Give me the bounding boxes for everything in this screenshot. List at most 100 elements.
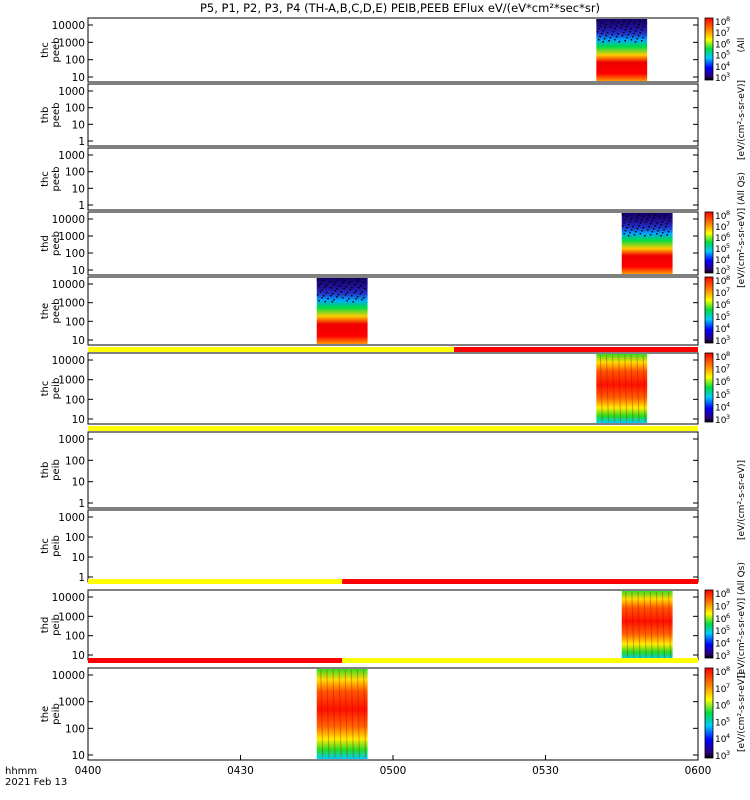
y-tick-label: 100 xyxy=(65,103,85,115)
y-tick-label: 100 xyxy=(65,55,85,67)
spectrogram-speckle xyxy=(614,28,616,30)
spectrogram-speckle xyxy=(341,282,344,284)
spectrogram-speckle xyxy=(651,220,653,222)
colorbar-tick-label: 10 xyxy=(715,52,727,62)
spectrogram-speckle xyxy=(658,216,661,218)
spectrogram-speckle xyxy=(325,284,328,286)
colorbar-tick-exponent: 6 xyxy=(726,298,730,306)
spectrogram-speckle xyxy=(638,225,640,227)
colorbar-tick-exponent: 5 xyxy=(726,624,730,632)
spectrogram-speckle xyxy=(626,216,628,218)
spectrogram-speckle xyxy=(664,215,667,217)
spectrogram-speckle xyxy=(362,282,365,284)
spectrogram-speckle xyxy=(361,291,363,293)
colorbar-tick-label: 10 xyxy=(715,212,727,222)
spectrogram-speckle xyxy=(624,40,626,42)
colorbar-tick-exponent: 7 xyxy=(726,26,730,34)
colorbar-tick-label: 10 xyxy=(715,668,727,678)
colorbar-tick-label: 10 xyxy=(715,267,727,277)
colorbar-tick-exponent: 8 xyxy=(726,209,730,217)
spectrogram-speckle xyxy=(331,293,334,295)
spectrogram-speckle xyxy=(633,234,636,236)
y-tick-label: 10 xyxy=(72,335,85,347)
spectrogram-streak xyxy=(625,591,629,659)
y-tick-label: 10 xyxy=(72,183,85,195)
spectrogram-speckle xyxy=(666,234,668,236)
panel-frame xyxy=(87,211,699,276)
spectrogram-streak xyxy=(624,354,628,423)
spectrogram-speckle xyxy=(353,292,356,294)
spectrogram-speckle xyxy=(656,233,658,235)
panel-thc-peib: 1 10 100 1000 thc peib xyxy=(40,509,699,584)
spectrogram-speckle xyxy=(606,32,609,34)
spectrogram-speckle xyxy=(646,218,649,220)
y-tick-label: 10 xyxy=(72,750,85,762)
spectrogram-streak xyxy=(636,354,640,423)
spectrogram-speckle xyxy=(334,290,337,292)
spectrogram-streak xyxy=(655,591,659,659)
spectrogram-speckle xyxy=(639,21,641,23)
y-tick-label: 1000 xyxy=(58,434,85,446)
status-bar-segment xyxy=(454,347,698,352)
colorbar-tick-exponent: 5 xyxy=(726,242,730,250)
spectrogram-streak xyxy=(605,354,609,423)
spectrogram-streak xyxy=(642,354,646,423)
panel-thb-peib: 1 10 100 1000 thb peib xyxy=(40,431,699,510)
spectrogram-speckle xyxy=(639,222,642,224)
colorbar-unit-label: [eV/(cm²-s-sr-eV)] xyxy=(737,80,747,160)
spectrogram-speckle xyxy=(621,24,623,26)
panel-ylabel: thb xyxy=(40,107,51,124)
spectrogram-speckle xyxy=(660,224,662,226)
spectrogram-speckle xyxy=(627,34,629,36)
y-tick-label: 10 xyxy=(72,552,85,564)
spectrogram-streak xyxy=(643,591,647,659)
colorbar-tick-label: 10 xyxy=(715,391,727,401)
spectrogram-speckle xyxy=(639,32,641,34)
colorbar-unit-label: [eV/(cm²-s-sr-eV)] xyxy=(737,672,747,752)
colorbar-tick-label: 10 xyxy=(715,416,727,426)
spectrogram-speckle xyxy=(359,285,362,287)
colorbar-tick-exponent: 5 xyxy=(726,310,730,318)
y-tick-label: 1000 xyxy=(58,375,85,387)
y-tick-label: 10000 xyxy=(52,355,85,367)
spectrogram-speckle xyxy=(611,23,613,25)
spectrogram-streak xyxy=(363,669,367,759)
spectrogram-speckle xyxy=(336,296,338,298)
colorbar-tick-exponent: 6 xyxy=(726,612,730,620)
spectrogram-speckle xyxy=(615,36,618,38)
spectrogram-streak xyxy=(631,591,635,659)
spectrogram-block xyxy=(596,354,648,423)
spectrogram-streak xyxy=(350,669,354,759)
spectrogram-speckle xyxy=(339,285,341,287)
colorbar-tick-label: 10 xyxy=(715,602,727,612)
colorbar-tick-label: 10 xyxy=(715,752,727,762)
colorbar-tick-label: 10 xyxy=(715,718,727,728)
colorbar-tick-label: 10 xyxy=(715,223,727,233)
spectrogram-speckle xyxy=(657,230,659,232)
y-tick-label: 100 xyxy=(65,723,85,735)
spectrogram-speckle xyxy=(355,298,357,300)
spectrogram-speckle xyxy=(634,41,637,43)
spectrogram-streak xyxy=(332,669,336,759)
y-tick-label: 1000 xyxy=(58,231,85,243)
y-tick-label: 100 xyxy=(65,316,85,328)
spectrogram-speckle xyxy=(348,298,350,300)
colorbar-tick-exponent: 3 xyxy=(726,334,730,342)
spectrogram-speckle xyxy=(346,292,349,294)
colorbar-tick-exponent: 5 xyxy=(726,388,730,396)
figure-title: P5, P1, P2, P3, P4 (TH-A,B,C,D,E) PEIB,P… xyxy=(200,1,600,15)
spectrogram-speckle xyxy=(343,288,345,290)
colorbar-unit-label: [eV/(cm²-s-sr-eV)] (All Qs) xyxy=(737,562,747,678)
colorbar-tick-label: 10 xyxy=(715,256,727,266)
colorbar-unit-label: [eV/(cm²-s-sr-eV)] (All Qs) xyxy=(737,172,747,288)
spectrogram-speckle xyxy=(340,291,343,293)
spectrogram-speckle xyxy=(638,214,640,216)
colorbar-tick-label: 10 xyxy=(715,403,727,413)
spectrogram-speckle xyxy=(669,217,671,219)
